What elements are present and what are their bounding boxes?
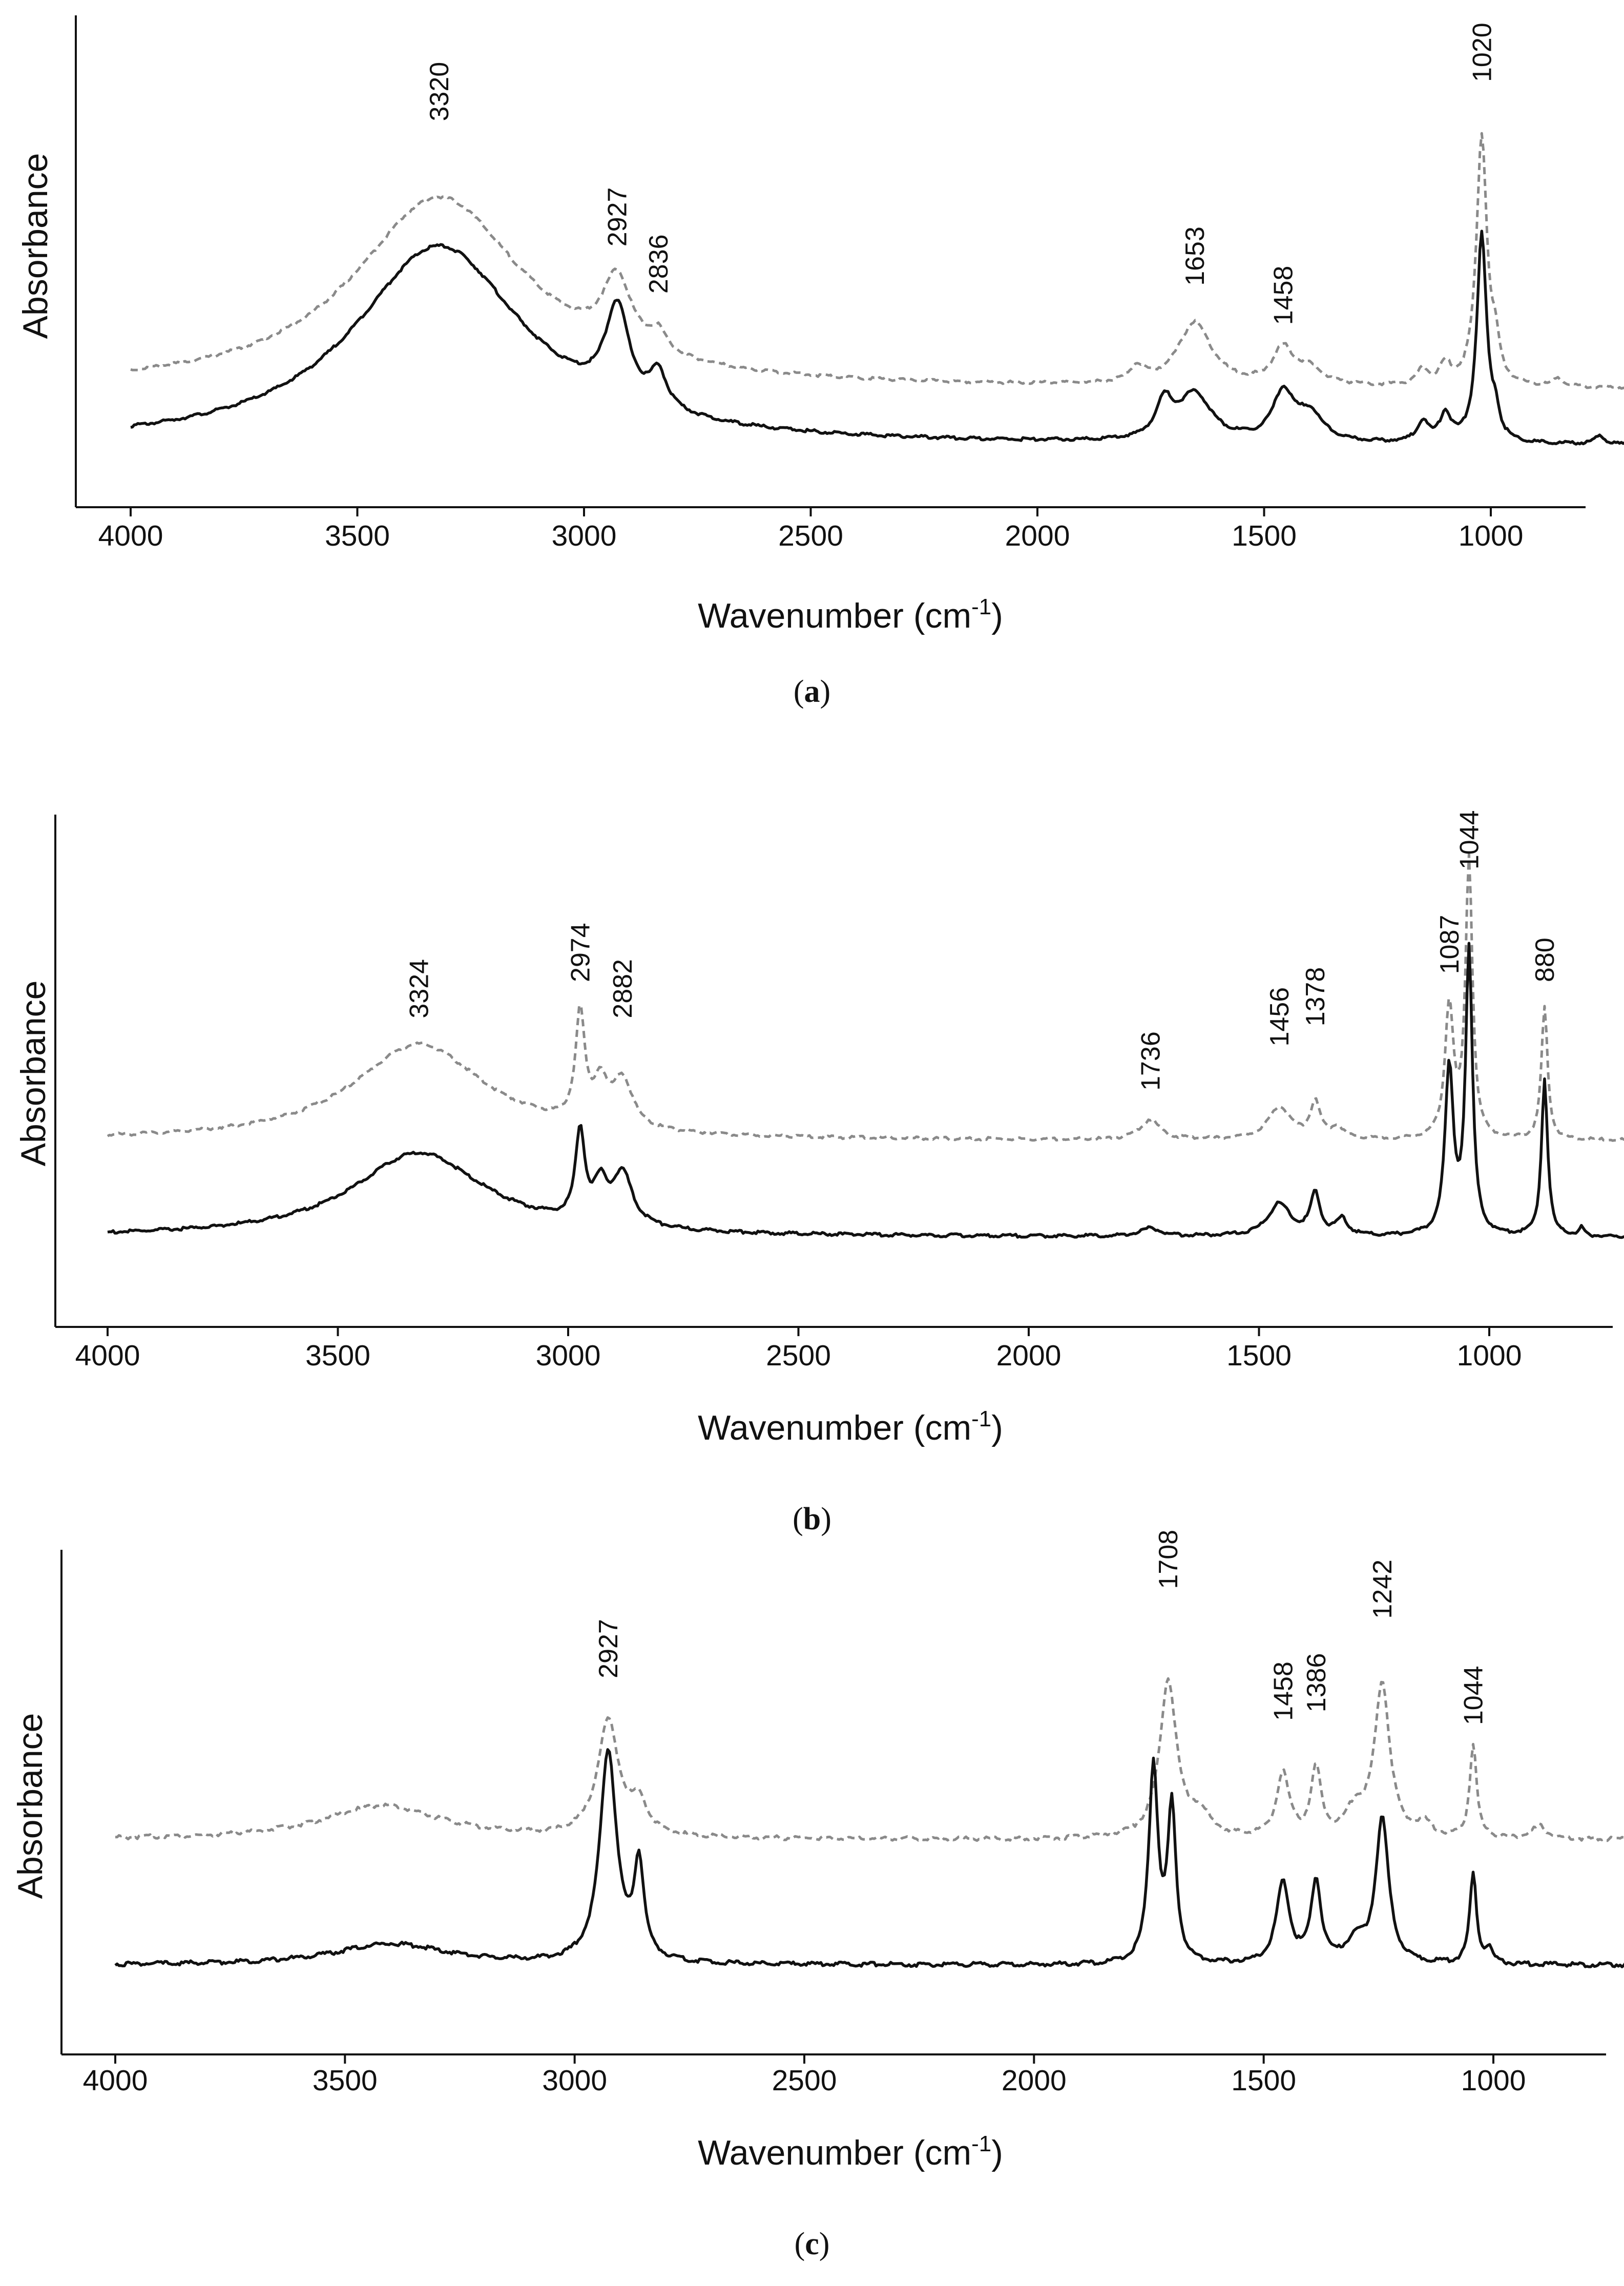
x-tick-label: 4000 (98, 519, 163, 552)
x-tick-label: 2000 (1002, 2064, 1067, 2097)
x-axis-title: Wavenumber (cm-1) (698, 2131, 1003, 2172)
x-tick-label: 2500 (766, 1339, 831, 1372)
x-axis-title-text: Wavenumber (cm (698, 596, 971, 635)
peak-label: 1458 (1268, 1661, 1298, 1721)
x-tick-label: 1500 (1226, 1339, 1292, 1372)
chart-panel-b: 4000 3500 3000 2500 2000 1500 1000 Absorbance Wa… (14, 810, 1624, 1536)
peak-label: 2882 (608, 959, 638, 1019)
peak-label: 3320 (425, 62, 454, 121)
series-line-solid (107, 942, 1624, 1239)
series-line-dashed (130, 132, 1624, 390)
peak-label: 2974 (566, 923, 595, 982)
x-tick-label: 1000 (1461, 2064, 1526, 2097)
peak-label: 1708 (1154, 1530, 1183, 1589)
peak-label: 2836 (644, 234, 674, 294)
peak-label: 1458 (1269, 266, 1299, 325)
caption-close-paren: ) (819, 2227, 830, 2261)
x-tick-label: 2000 (996, 1339, 1061, 1372)
series-line-solid (114, 1748, 1624, 1968)
caption-letter: c (805, 2227, 819, 2261)
x-axis-title-text: Wavenumber (cm (698, 1408, 971, 1447)
x-tick-label: 4000 (75, 1339, 140, 1372)
peak-label: 1087 (1435, 915, 1465, 974)
chart-panel-a: 4000 3500 3000 2500 2000 1500 1000 Absorbance Wa… (16, 15, 1624, 709)
peak-label: 1044 (1459, 1666, 1489, 1725)
caption-open-paren: ( (794, 674, 804, 709)
series-line-solid (130, 230, 1624, 446)
y-axis-title: Absorbance (11, 1713, 50, 1899)
x-axis-title-superscript: -1 (971, 594, 991, 619)
x-tick-label: 2500 (778, 519, 843, 552)
peak-label: 1653 (1180, 226, 1210, 286)
series-line-dashed (107, 853, 1624, 1142)
panel-caption: (c) (795, 2227, 830, 2261)
x-axis-title-close: ) (991, 2133, 1003, 2172)
panel-caption: (b) (793, 1502, 831, 1536)
x-axis-title: Wavenumber (cm-1) (698, 594, 1003, 635)
caption-letter: a (804, 674, 820, 709)
x-tick-label: 2000 (1005, 519, 1070, 552)
x-tick-label: 4000 (83, 2064, 148, 2097)
x-tick-label: 3500 (313, 2064, 378, 2097)
y-axis-title: Absorbance (14, 981, 53, 1167)
peak-label: 3324 (405, 959, 434, 1019)
x-tick-label: 3500 (325, 519, 390, 552)
x-tick-label: 1000 (1457, 1339, 1522, 1372)
chart-panel-c: 4000 3500 3000 2500 2000 1500 1000 Absorbance Wa… (11, 1530, 1624, 2261)
peak-label: 1378 (1301, 967, 1330, 1027)
x-tick-label: 1000 (1459, 519, 1524, 552)
y-axis-title: Absorbance (16, 153, 55, 339)
caption-open-paren: ( (795, 2227, 805, 2261)
x-tick-label: 1500 (1232, 519, 1297, 552)
peak-label: 1242 (1368, 1560, 1398, 1619)
peak-label: 1456 (1265, 987, 1295, 1047)
caption-open-paren: ( (793, 1502, 803, 1536)
peak-label: 2927 (594, 1619, 623, 1678)
caption-letter: b (803, 1502, 821, 1536)
caption-close-paren: ) (821, 1502, 831, 1536)
x-axis-title: Wavenumber (cm-1) (698, 1406, 1003, 1447)
series-line-dashed (115, 1677, 1624, 1842)
peak-label: 1736 (1136, 1031, 1165, 1091)
x-tick-label: 2500 (772, 2064, 837, 2097)
x-tick-label: 3000 (536, 1339, 601, 1372)
x-tick-label: 3000 (542, 2064, 607, 2097)
x-tick-label: 1500 (1231, 2064, 1296, 2097)
peak-label: 880 (1530, 938, 1560, 982)
x-axis-title-superscript: -1 (971, 1406, 991, 1431)
caption-close-paren: ) (820, 674, 831, 709)
x-tick-label: 3000 (552, 519, 617, 552)
panel-caption: (a) (794, 674, 830, 709)
peak-label: 1386 (1302, 1653, 1331, 1713)
x-axis-title-text: Wavenumber (cm (698, 2133, 971, 2172)
x-axis-title-close: ) (991, 596, 1003, 635)
peak-label: 1020 (1467, 23, 1497, 82)
peak-label: 2927 (603, 188, 633, 247)
x-axis-title-close: ) (991, 1408, 1003, 1447)
peak-label: 1044 (1454, 810, 1484, 869)
x-tick-label: 3500 (305, 1339, 370, 1372)
x-axis-title-superscript: -1 (971, 2131, 991, 2156)
